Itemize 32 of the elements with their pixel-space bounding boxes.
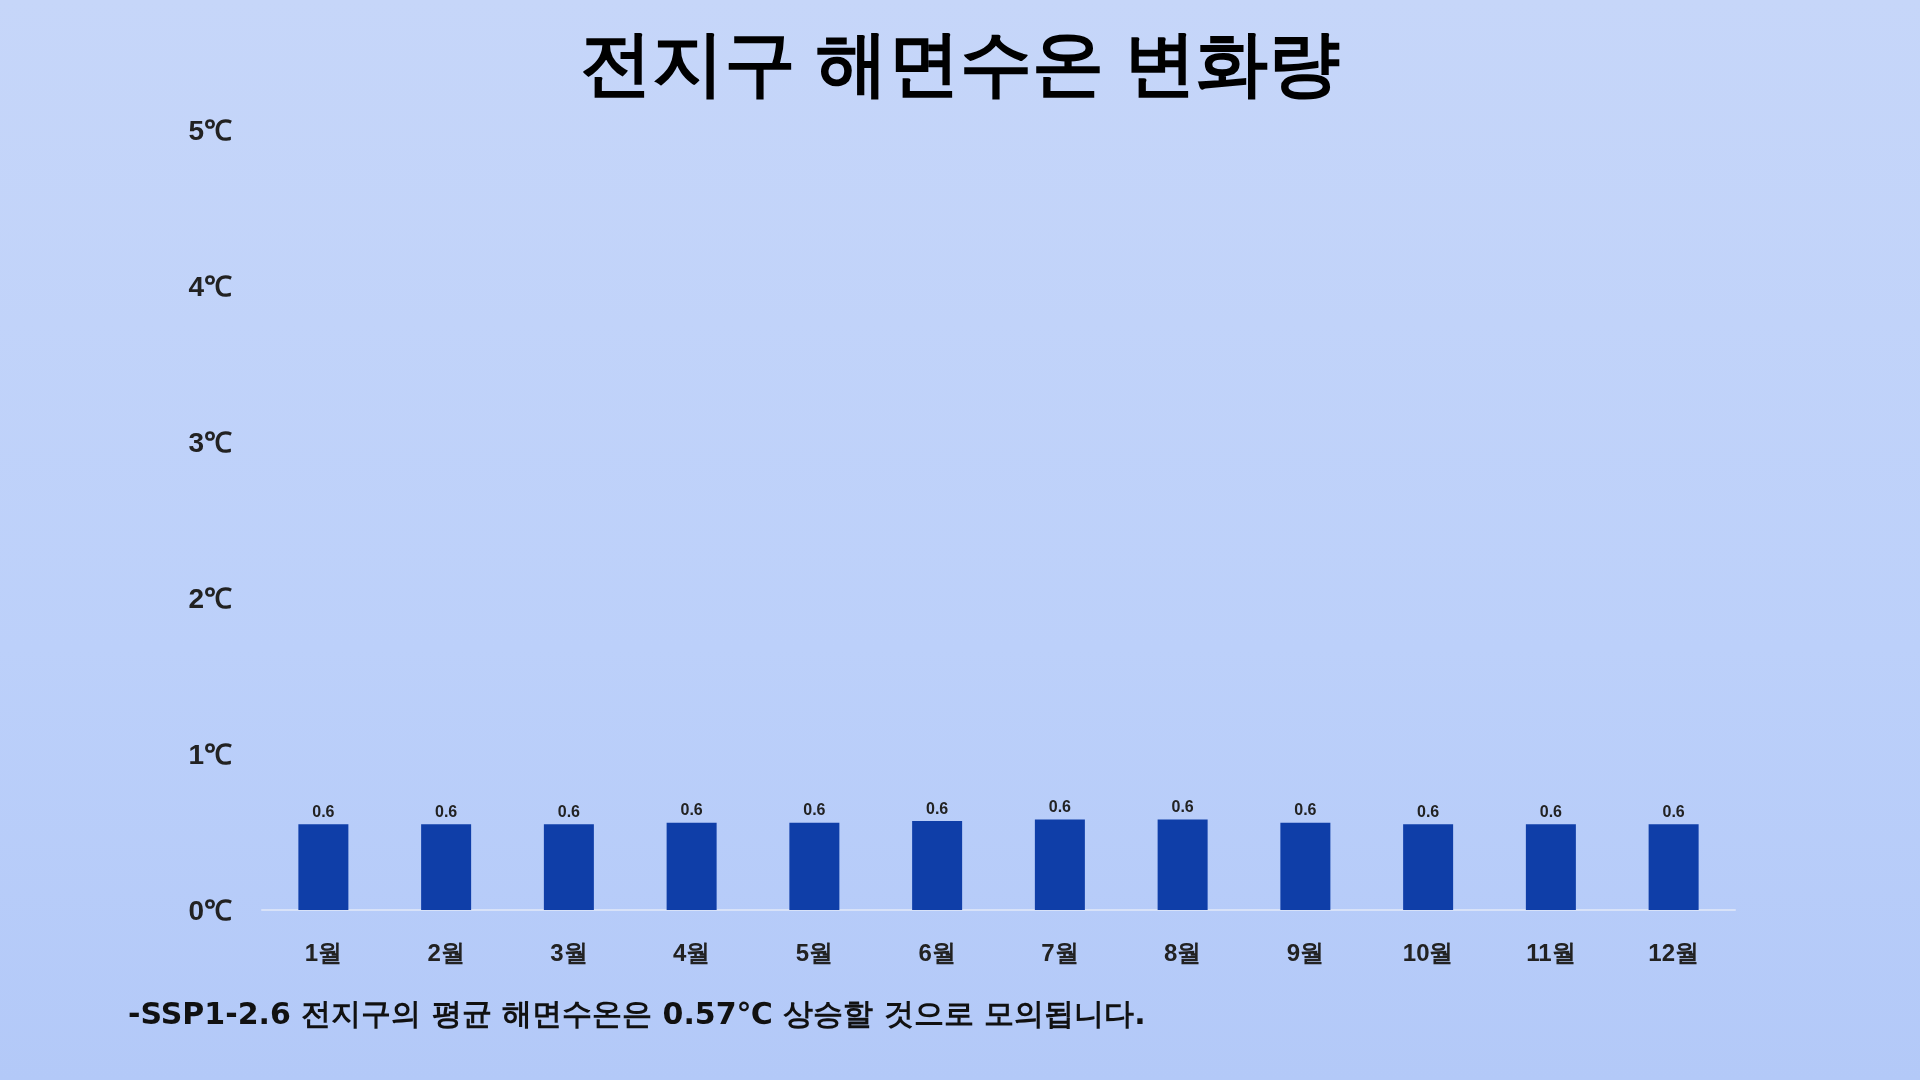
- data-label: 0.6: [680, 801, 703, 819]
- x-tick-label: 9월: [1286, 938, 1325, 966]
- data-label: 0.6: [557, 802, 581, 820]
- x-tick-label: 10월: [1402, 938, 1454, 966]
- y-tick-label: 0℃: [188, 894, 232, 926]
- y-tick-label: 4℃: [188, 270, 232, 302]
- data-label: 0.6: [1417, 802, 1440, 820]
- data-label: 0.6: [1662, 802, 1685, 820]
- x-tick-label: 8월: [1163, 938, 1202, 966]
- data-label: 0.6: [803, 801, 826, 819]
- x-tick-label: 2월: [427, 938, 465, 966]
- text: -SSP1-2.6 전지구의 평균 해면수온은 0.57℃ 상승할 것으로 모의됩니다.: [128, 995, 1146, 1033]
- x-tick-label: 6월: [918, 938, 956, 966]
- data-label: 0.6: [1171, 798, 1194, 816]
- y-tick-label: 1℃: [188, 738, 232, 770]
- chart-title: 전지구 해면수온 변화량: [579, 23, 1341, 103]
- y-tick-label: 5℃: [188, 114, 232, 146]
- data-label: 0.6: [1048, 798, 1072, 816]
- y-tick-label: 3℃: [188, 426, 232, 458]
- x-tick-label: 5월: [795, 938, 834, 966]
- x-tick-label: 1월: [304, 938, 343, 966]
- x-tick-label: 7월: [1041, 938, 1079, 966]
- y-tick-label: 2℃: [188, 582, 232, 614]
- x-tick-label: 12월: [1648, 938, 1699, 966]
- data-label: 0.6: [1539, 802, 1563, 820]
- data-label: 0.6: [312, 802, 335, 820]
- data-label: 0.6: [1294, 801, 1317, 819]
- x-tick-label: 11월: [1526, 938, 1576, 966]
- x-tick-label: 3월: [550, 938, 588, 966]
- x-tick-label: 4월: [672, 938, 711, 966]
- data-label: 0.6: [926, 799, 949, 817]
- data-label: 0.6: [435, 802, 458, 820]
